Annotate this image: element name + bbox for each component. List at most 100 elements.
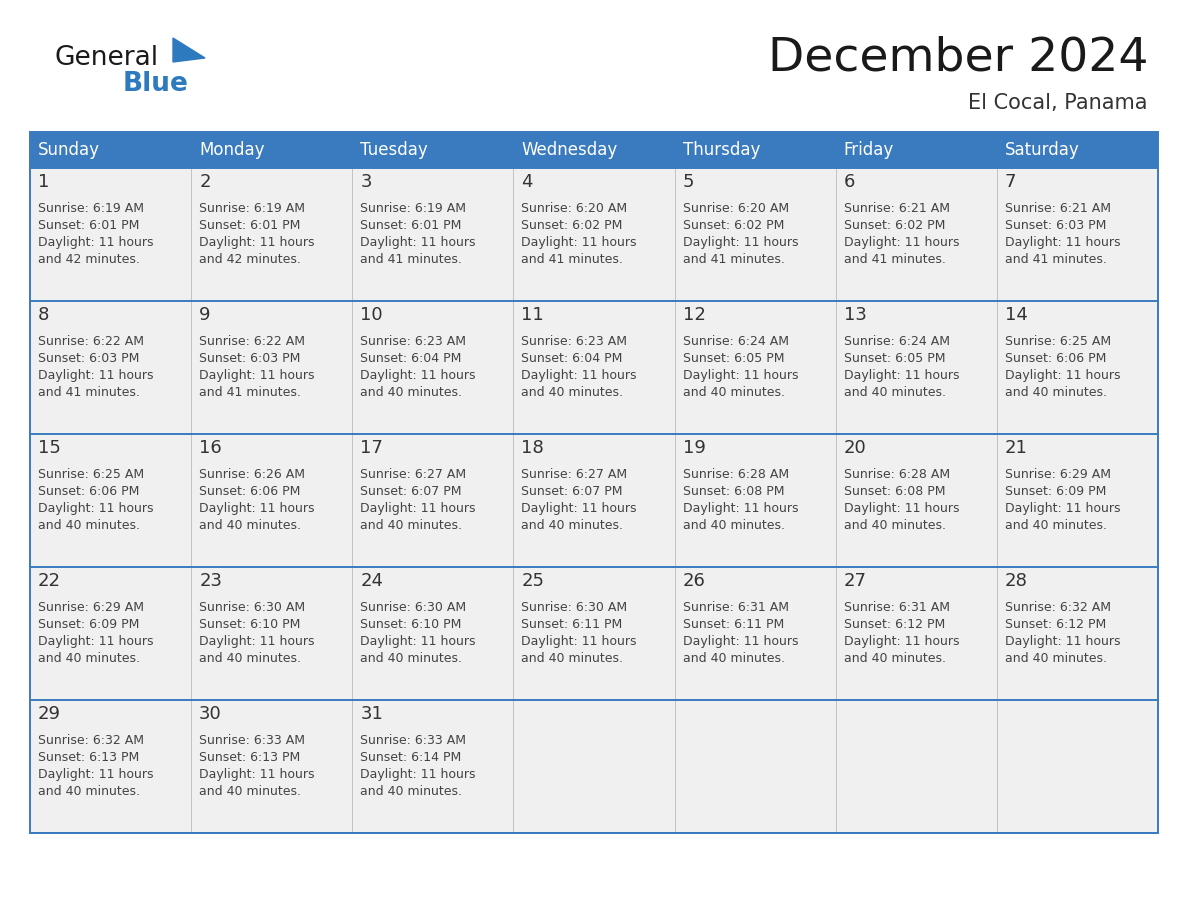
Polygon shape [173,38,206,62]
Text: Daylight: 11 hours: Daylight: 11 hours [200,236,315,249]
Text: 17: 17 [360,439,384,457]
Text: Daylight: 11 hours: Daylight: 11 hours [1005,236,1120,249]
Text: Sunrise: 6:19 AM: Sunrise: 6:19 AM [200,202,305,215]
Text: Sunset: 6:01 PM: Sunset: 6:01 PM [360,219,462,232]
Text: Sunset: 6:11 PM: Sunset: 6:11 PM [522,618,623,631]
Text: and 40 minutes.: and 40 minutes. [522,519,624,532]
Text: Daylight: 11 hours: Daylight: 11 hours [360,236,475,249]
Text: and 40 minutes.: and 40 minutes. [360,519,462,532]
Text: Sunrise: 6:30 AM: Sunrise: 6:30 AM [522,601,627,614]
Text: 14: 14 [1005,306,1028,324]
Text: and 40 minutes.: and 40 minutes. [1005,652,1107,665]
Text: Sunset: 6:09 PM: Sunset: 6:09 PM [38,618,139,631]
Text: Sunrise: 6:23 AM: Sunrise: 6:23 AM [522,335,627,348]
FancyBboxPatch shape [30,168,1158,301]
Text: Sunset: 6:08 PM: Sunset: 6:08 PM [843,485,946,498]
Text: Sunrise: 6:25 AM: Sunrise: 6:25 AM [1005,335,1111,348]
FancyBboxPatch shape [30,301,1158,434]
Text: and 40 minutes.: and 40 minutes. [683,386,784,399]
Text: Blue: Blue [124,71,189,97]
Text: Sunrise: 6:27 AM: Sunrise: 6:27 AM [360,468,467,481]
Text: Daylight: 11 hours: Daylight: 11 hours [38,502,153,515]
Text: Sunrise: 6:25 AM: Sunrise: 6:25 AM [38,468,144,481]
Text: and 40 minutes.: and 40 minutes. [200,785,301,798]
FancyBboxPatch shape [30,132,191,168]
Text: Sunrise: 6:27 AM: Sunrise: 6:27 AM [522,468,627,481]
Text: Sunrise: 6:31 AM: Sunrise: 6:31 AM [683,601,789,614]
Text: Sunset: 6:05 PM: Sunset: 6:05 PM [843,352,946,365]
FancyBboxPatch shape [30,700,1158,833]
Text: Daylight: 11 hours: Daylight: 11 hours [200,768,315,781]
Text: Sunset: 6:13 PM: Sunset: 6:13 PM [200,751,301,764]
Text: Sunrise: 6:20 AM: Sunrise: 6:20 AM [522,202,627,215]
Text: Sunrise: 6:26 AM: Sunrise: 6:26 AM [200,468,305,481]
Text: Sunset: 6:06 PM: Sunset: 6:06 PM [1005,352,1106,365]
Text: and 41 minutes.: and 41 minutes. [843,253,946,266]
Text: and 40 minutes.: and 40 minutes. [200,519,301,532]
Text: Sunrise: 6:28 AM: Sunrise: 6:28 AM [683,468,789,481]
Text: Sunrise: 6:33 AM: Sunrise: 6:33 AM [200,734,305,747]
Text: Sunset: 6:03 PM: Sunset: 6:03 PM [1005,219,1106,232]
Text: 20: 20 [843,439,866,457]
Text: Daylight: 11 hours: Daylight: 11 hours [683,236,798,249]
Text: and 40 minutes.: and 40 minutes. [360,386,462,399]
Text: Sunset: 6:02 PM: Sunset: 6:02 PM [522,219,623,232]
FancyBboxPatch shape [675,132,835,168]
Text: Sunset: 6:02 PM: Sunset: 6:02 PM [683,219,784,232]
Text: Daylight: 11 hours: Daylight: 11 hours [843,635,959,648]
Text: Daylight: 11 hours: Daylight: 11 hours [200,502,315,515]
Text: and 40 minutes.: and 40 minutes. [843,519,946,532]
Text: 1: 1 [38,173,50,191]
Text: 29: 29 [38,705,61,723]
Text: and 40 minutes.: and 40 minutes. [360,652,462,665]
Text: 18: 18 [522,439,544,457]
Text: and 40 minutes.: and 40 minutes. [683,519,784,532]
Text: Sunrise: 6:24 AM: Sunrise: 6:24 AM [683,335,789,348]
Text: Daylight: 11 hours: Daylight: 11 hours [1005,635,1120,648]
Text: and 41 minutes.: and 41 minutes. [522,253,624,266]
Text: Sunset: 6:03 PM: Sunset: 6:03 PM [38,352,139,365]
Text: 11: 11 [522,306,544,324]
Text: Sunrise: 6:23 AM: Sunrise: 6:23 AM [360,335,466,348]
Text: Daylight: 11 hours: Daylight: 11 hours [683,502,798,515]
Text: Sunset: 6:03 PM: Sunset: 6:03 PM [200,352,301,365]
Text: Daylight: 11 hours: Daylight: 11 hours [360,502,475,515]
Text: and 42 minutes.: and 42 minutes. [200,253,301,266]
Text: and 40 minutes.: and 40 minutes. [38,519,140,532]
Text: and 40 minutes.: and 40 minutes. [522,652,624,665]
Text: Sunrise: 6:30 AM: Sunrise: 6:30 AM [360,601,467,614]
Text: Sunrise: 6:32 AM: Sunrise: 6:32 AM [38,734,144,747]
Text: Sunrise: 6:29 AM: Sunrise: 6:29 AM [1005,468,1111,481]
Text: Tuesday: Tuesday [360,141,428,159]
Text: 21: 21 [1005,439,1028,457]
Text: Daylight: 11 hours: Daylight: 11 hours [843,369,959,382]
FancyBboxPatch shape [30,567,1158,700]
Text: Sunrise: 6:21 AM: Sunrise: 6:21 AM [1005,202,1111,215]
FancyBboxPatch shape [835,132,997,168]
Text: Sunrise: 6:33 AM: Sunrise: 6:33 AM [360,734,466,747]
Text: Sunrise: 6:32 AM: Sunrise: 6:32 AM [1005,601,1111,614]
Text: Daylight: 11 hours: Daylight: 11 hours [200,635,315,648]
Text: Sunrise: 6:19 AM: Sunrise: 6:19 AM [360,202,466,215]
FancyBboxPatch shape [30,434,1158,567]
Text: Monday: Monday [200,141,265,159]
Text: Daylight: 11 hours: Daylight: 11 hours [38,236,153,249]
Text: 7: 7 [1005,173,1017,191]
Text: Daylight: 11 hours: Daylight: 11 hours [360,369,475,382]
Text: 6: 6 [843,173,855,191]
Text: 31: 31 [360,705,384,723]
Text: 4: 4 [522,173,533,191]
Text: 15: 15 [38,439,61,457]
Text: Daylight: 11 hours: Daylight: 11 hours [522,635,637,648]
Text: Daylight: 11 hours: Daylight: 11 hours [1005,369,1120,382]
Text: and 40 minutes.: and 40 minutes. [1005,519,1107,532]
Text: Wednesday: Wednesday [522,141,618,159]
Text: 25: 25 [522,572,544,590]
Text: December 2024: December 2024 [767,36,1148,81]
Text: and 40 minutes.: and 40 minutes. [843,652,946,665]
Text: 22: 22 [38,572,61,590]
Text: Sunset: 6:02 PM: Sunset: 6:02 PM [843,219,946,232]
Text: Sunset: 6:07 PM: Sunset: 6:07 PM [522,485,623,498]
Text: and 40 minutes.: and 40 minutes. [200,652,301,665]
Text: Sunset: 6:06 PM: Sunset: 6:06 PM [200,485,301,498]
